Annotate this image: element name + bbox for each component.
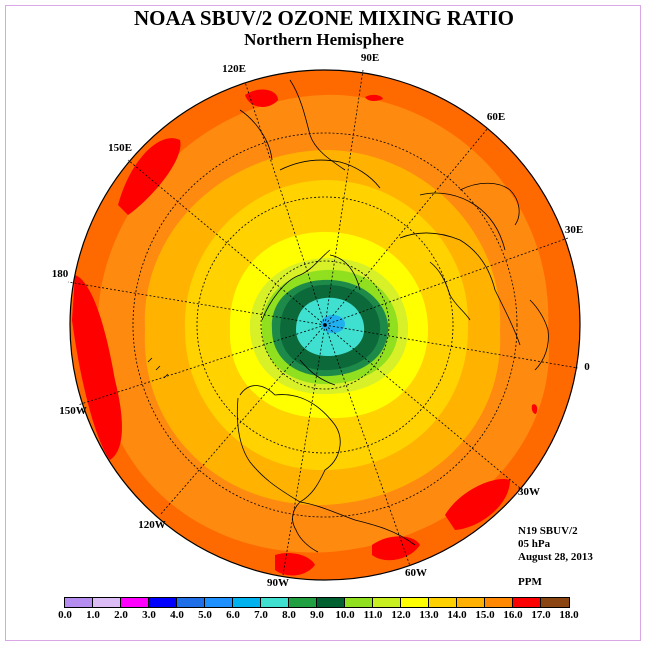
colorbar-segment [233, 598, 261, 607]
colorbar-segment [429, 598, 457, 607]
colorbar-tick-label: 2.0 [114, 609, 128, 621]
date-label: August 28, 2013 [518, 551, 593, 563]
contour-16-blob [118, 138, 181, 215]
units-label: PPM [518, 576, 542, 588]
meridians [67, 69, 579, 576]
colorbar-segment [261, 598, 289, 607]
colorbar-tick-label: 4.0 [170, 609, 184, 621]
colorbar-tick-label: 15.0 [475, 609, 495, 621]
colorbar-tick-label: 5.0 [198, 609, 212, 621]
colorbar-segment [401, 598, 429, 607]
colorbar-segment [513, 598, 541, 607]
graticule [132, 132, 518, 518]
longitude-labels: 90E 60E 30E 0 30W 60W 90W 120W 150W 180 … [52, 52, 591, 589]
lon-label-0: 0 [584, 361, 590, 373]
meridian-line [159, 324, 326, 516]
colorbar-segment [317, 598, 345, 607]
colorbar-segment [457, 598, 485, 607]
colorbar-tick-label: 17.0 [531, 609, 551, 621]
colorbar-segment [345, 598, 373, 607]
page-subtitle: Northern Hemisphere [244, 30, 404, 49]
coastlines [147, 79, 549, 553]
lon-label-30w: 30W [518, 486, 540, 498]
contour-16-blob [72, 275, 122, 460]
colorbar-segment [93, 598, 121, 607]
lon-label-150w: 150W [59, 405, 87, 417]
map-boundary [69, 69, 581, 581]
colorbar-tick-label: 7.0 [254, 609, 268, 621]
lon-label-90e: 90E [361, 52, 379, 64]
lon-label-120e: 120E [222, 63, 246, 75]
colorbar-tick-label: 13.0 [419, 609, 439, 621]
meridian-line [324, 237, 569, 326]
colorbar-segment [205, 598, 233, 607]
colorbar-segment [541, 598, 569, 607]
figure-frame [5, 5, 641, 641]
info-block: N19 SBUV/2 05 hPa August 28, 2013 [518, 525, 593, 564]
colorbar-tick-label: 18.0 [559, 609, 579, 621]
lon-label-120w: 120W [138, 519, 166, 531]
colorbar-tick-label: 1.0 [86, 609, 100, 621]
colorbar-tick-label: 11.0 [363, 609, 383, 621]
colorbar-segment [289, 598, 317, 607]
contour-16-blob [365, 94, 383, 102]
contour-16-blob [531, 404, 538, 414]
meridian-line [324, 127, 489, 326]
lon-label-90w: 90W [267, 577, 289, 589]
colorbar-tick-label: 0.0 [58, 609, 72, 621]
contour-7 [321, 315, 345, 333]
satellite-label: N19 SBUV/2 [518, 525, 578, 537]
lon-label-180: 180 [52, 268, 69, 280]
colorbar [64, 597, 570, 608]
colorbar-segment [485, 598, 513, 607]
pressure-level-label: 05 hPa [518, 538, 551, 550]
meridian-line [77, 324, 326, 406]
contour-16-blob [372, 536, 420, 561]
lon-label-30e: 30E [565, 224, 583, 236]
meridian-line [127, 159, 326, 326]
colorbar-tick-label: 14.0 [447, 609, 467, 621]
colorbar-segment [177, 598, 205, 607]
lon-label-150e: 150E [108, 142, 132, 154]
contour-16-blob [445, 479, 510, 530]
colorbar-tick-label: 8.0 [282, 609, 296, 621]
meridian-line [67, 281, 326, 326]
meridian-line [324, 324, 411, 567]
contour-16-blob [245, 89, 278, 107]
colorbar-tick-label: 6.0 [226, 609, 240, 621]
colorbar-segment [121, 598, 149, 607]
colorbar-tick-label: 10.0 [335, 609, 355, 621]
meridian-line [244, 81, 326, 326]
lon-label-60w: 60W [405, 567, 427, 579]
colorbar-tick-label: 16.0 [503, 609, 523, 621]
colorbar-segment [149, 598, 177, 607]
page-title: NOAA SBUV/2 OZONE MIXING RATIO [134, 6, 514, 30]
contour-16-blob [275, 553, 315, 576]
colorbar-tick-labels: 0.0 1.0 2.0 3.0 4.0 5.0 6.0 7.0 8.0 9.0 10.0 11.0 12… [0, 609, 648, 623]
meridian-line [324, 69, 364, 326]
colorbar-tick-label: 3.0 [142, 609, 156, 621]
colorbar-tick-label: 9.0 [310, 609, 324, 621]
colorbar-segment [65, 598, 93, 607]
lon-label-60e: 60E [487, 111, 505, 123]
colorbar-tick-label: 12.0 [391, 609, 411, 621]
meridian-line [324, 324, 579, 369]
colorbar-segment [373, 598, 401, 607]
